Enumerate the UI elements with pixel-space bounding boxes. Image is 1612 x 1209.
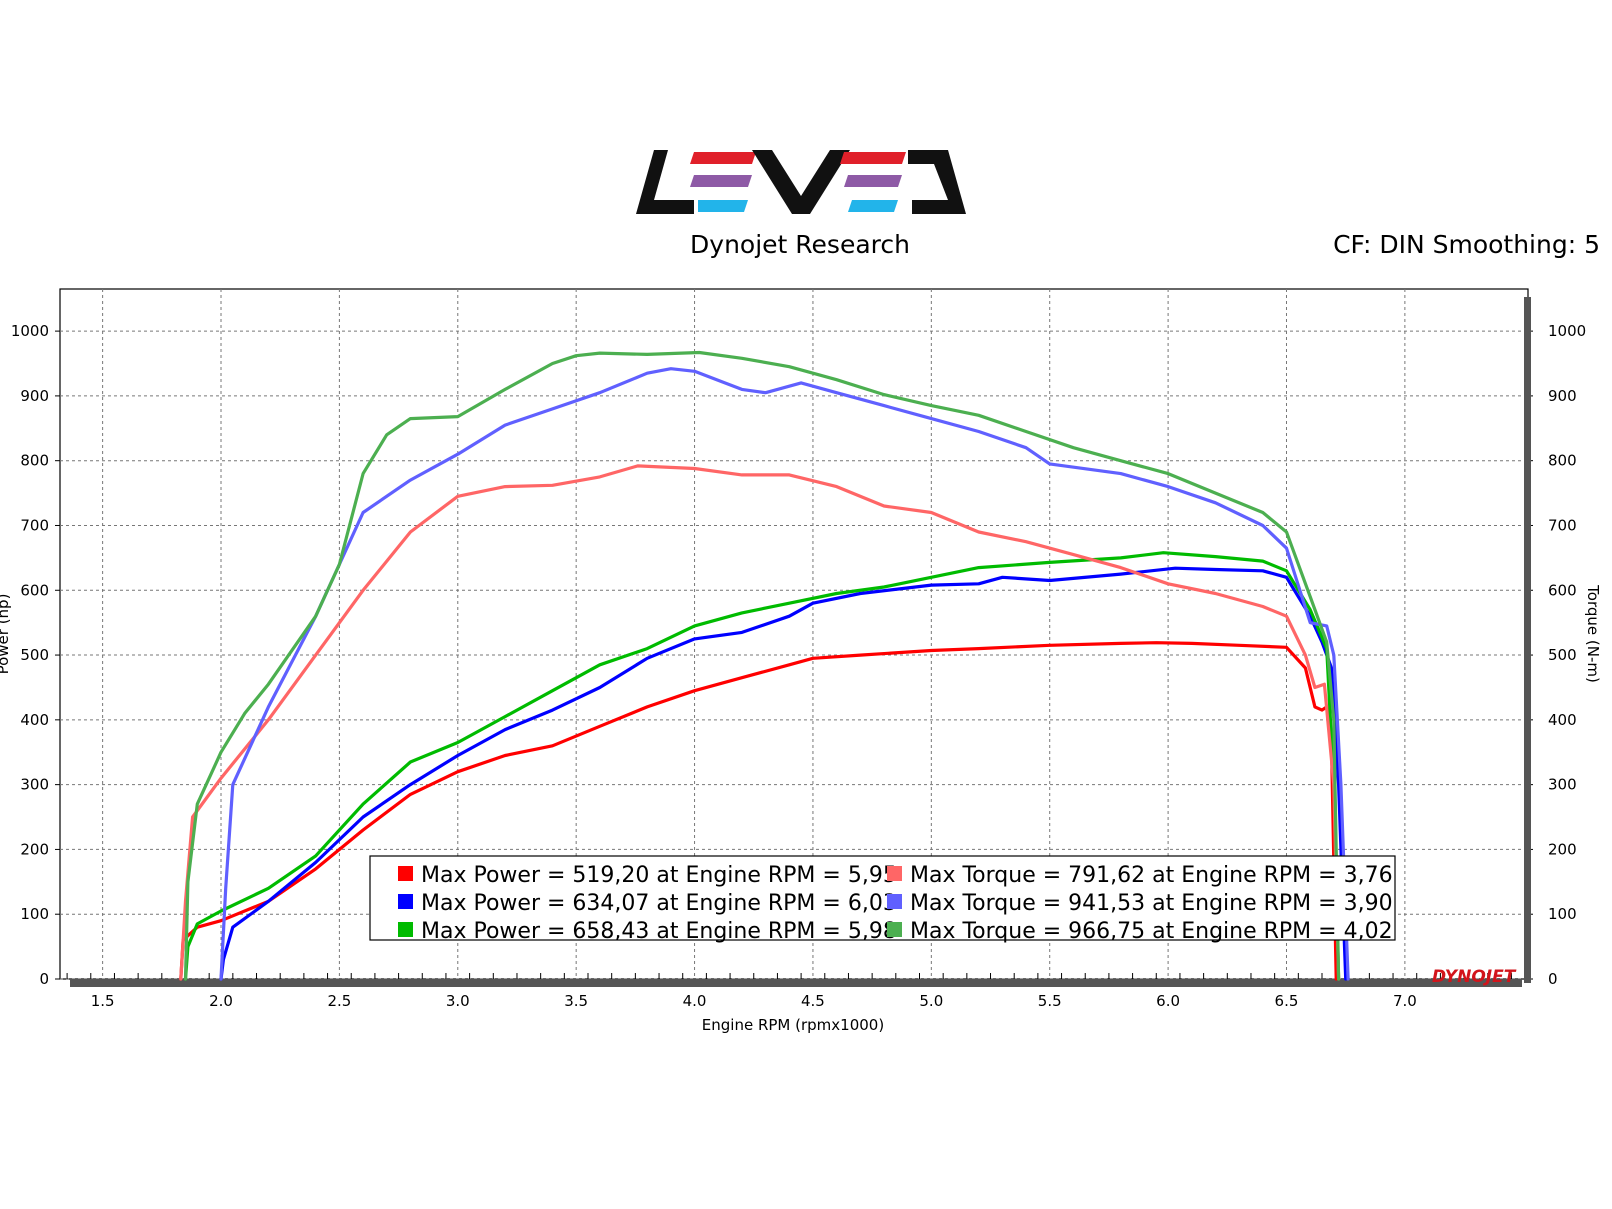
legend-swatch (887, 866, 902, 881)
y-tick-label-left: 0 (39, 970, 49, 988)
x-tick-label: 7.0 (1393, 992, 1417, 1010)
y-tick-label-right: 400 (1548, 711, 1577, 729)
y-tick-label-right: 800 (1548, 452, 1577, 470)
series-line-power (219, 566, 1348, 981)
legend-swatch (887, 894, 902, 909)
x-tick-label: 3.5 (564, 992, 588, 1010)
series-layer (179, 350, 1350, 981)
x-tick-label: 1.5 (91, 992, 115, 1010)
axis-title-right: Torque (N-m) (1584, 584, 1602, 683)
y-tick-label-right: 600 (1548, 581, 1577, 599)
axis-title-left: Power (hp) (0, 594, 12, 675)
legend-box (369, 855, 1396, 941)
settings-label: CF: DIN Smoothing: 5 (1333, 230, 1600, 259)
logo-stripe-red-left (690, 152, 756, 164)
legend-label: Max Power = 658,43 at Engine RPM = 5,98 (421, 919, 897, 944)
x-tick-label: 3.0 (446, 992, 470, 1010)
y-tick-label-left: 900 (20, 387, 49, 405)
legend-label: Max Torque = 966,75 at Engine RPM = 4,02 (910, 919, 1393, 944)
legend-label: Max Torque = 941,53 at Engine RPM = 3,90 (910, 891, 1393, 916)
series-line-power (179, 641, 1338, 981)
brand-name: Dynojet Research (690, 230, 910, 259)
y-tick-label-left: 400 (20, 711, 49, 729)
x-tick-label: 6.0 (1156, 992, 1180, 1010)
y-tick-label-left: 300 (20, 776, 49, 794)
y-tick-label-left: 700 (20, 516, 49, 534)
x-tick-label: 2.0 (209, 992, 233, 1010)
logo-stripe-blue-right (848, 200, 898, 212)
brand-logo (636, 150, 966, 214)
dynojet-mark: DYNOJET (1432, 967, 1517, 987)
x-tick-label: 2.5 (327, 992, 351, 1010)
legend-swatch (398, 866, 413, 881)
y-tick-label-left: 1000 (11, 322, 49, 340)
y-tick-label-right: 1000 (1548, 322, 1586, 340)
y-tick-label-right: 900 (1548, 387, 1577, 405)
legend-label: Max Power = 634,07 at Engine RPM = 6,03 (421, 891, 897, 916)
y-tick-label-left: 100 (20, 905, 49, 923)
y-tick-label-left: 500 (20, 646, 49, 664)
x-axis-bar (70, 979, 1522, 987)
y-tick-label-right: 100 (1548, 905, 1577, 923)
logo-stripe-blue-left (698, 200, 748, 212)
legend-label: Max Torque = 791,62 at Engine RPM = 3,76 (910, 863, 1393, 888)
x-tick-label: 6.5 (1275, 992, 1299, 1010)
y-tick-label-right: 300 (1548, 776, 1577, 794)
y-tick-label-left: 600 (20, 581, 49, 599)
series-line-torque (179, 464, 1341, 981)
legend-swatch (398, 922, 413, 937)
legend-swatch (887, 922, 902, 937)
legend-swatch (398, 894, 413, 909)
axis-title-x: Engine RPM (rpmx1000) (702, 1016, 884, 1034)
axes: 1.5 2.0 2.5 3.0 3.5 4.0 4.5 5.0 5.5 6.0 6.5 7.0 0 0 10… (11, 297, 1586, 1010)
y-tick-label-left: 800 (20, 452, 49, 470)
y-tick-label-right: 500 (1548, 646, 1577, 664)
y-axis-bar-right (1524, 297, 1531, 983)
series-line-power (183, 551, 1341, 981)
logo-left-bracket (636, 150, 694, 214)
y-tick-label-right: 0 (1548, 970, 1558, 988)
logo-v (752, 150, 850, 214)
logo-right-bracket (908, 150, 966, 214)
series-line-torque (183, 350, 1341, 981)
y-tick-label-right: 700 (1548, 516, 1577, 534)
logo-stripe-purple-left (690, 175, 752, 187)
legend: Max Power = 519,20 at Engine RPM = 5,95 M… (369, 855, 1396, 944)
logo-stripe-purple-right (844, 175, 902, 187)
x-tick-label: 4.0 (683, 992, 707, 1010)
grid (60, 289, 1528, 980)
y-tick-label-right: 200 (1548, 840, 1577, 858)
y-tick-label-left: 200 (20, 840, 49, 858)
x-tick-label: 4.5 (801, 992, 825, 1010)
x-tick-label: 5.5 (1038, 992, 1062, 1010)
series-line-torque (219, 367, 1350, 981)
logo-stripe-red-right (840, 152, 906, 164)
legend-label: Max Power = 519,20 at Engine RPM = 5,95 (421, 863, 897, 888)
x-tick-label: 5.0 (919, 992, 943, 1010)
